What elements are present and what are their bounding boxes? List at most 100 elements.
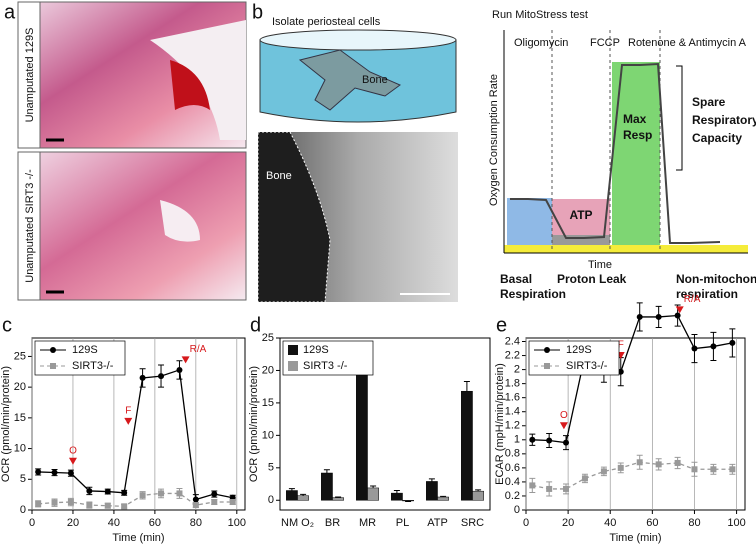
x-tick-label: SRC (461, 517, 484, 529)
point (546, 437, 553, 444)
image-label: Unamputated SIRT3 -/- (24, 169, 36, 283)
x-tick-label: 0 (523, 517, 529, 529)
bar (461, 390, 473, 501)
point (729, 466, 736, 473)
region-label: respiration (676, 287, 738, 301)
region-label: Respiration (500, 287, 566, 301)
region-label: ATP (569, 208, 592, 222)
histology-detail (160, 200, 200, 242)
region-label: Max (623, 112, 647, 126)
x-axis-label: Time (min) (112, 532, 164, 544)
point (563, 439, 570, 446)
legend-box (528, 340, 620, 376)
point (529, 436, 536, 443)
point (121, 489, 128, 496)
x-axis-label: Time (min) (609, 532, 661, 544)
step-label: Isolate periosteal cells (272, 16, 381, 28)
injection-label: F (618, 340, 624, 351)
panel-label: b (252, 1, 263, 23)
bar (356, 362, 368, 501)
point (86, 487, 93, 494)
point (546, 485, 553, 492)
point (158, 373, 165, 380)
point (674, 459, 681, 466)
error-bar (370, 485, 377, 488)
x-tick-label: 100 (727, 517, 745, 529)
legend-swatch (288, 361, 298, 371)
bone-label: Bone (362, 74, 388, 86)
x-tick-label: PL (396, 517, 409, 529)
error-bar (405, 500, 412, 503)
point (192, 502, 199, 509)
injection-label: FCCP (590, 37, 620, 49)
y-tick-label: 20 (262, 364, 274, 376)
proton-leak-region (552, 235, 610, 245)
point (674, 312, 681, 319)
point (600, 468, 607, 475)
bar (472, 490, 484, 501)
bar (321, 472, 333, 501)
histology-detail (170, 60, 210, 110)
legend-label: SIRT3-/- (566, 360, 608, 372)
y-axis-label: OCR (pmol/min/protein) (0, 366, 12, 482)
error-bar (440, 495, 447, 498)
y-axis-label: ECAR (mpH/min/protein) (494, 363, 506, 485)
y-tick-label: 0.8 (505, 448, 520, 460)
axis-label: Oxygen Consumption Rate (488, 74, 500, 206)
y-tick-label: 2 (514, 363, 520, 375)
y-tick-label: 0.4 (505, 476, 520, 488)
point (104, 502, 111, 509)
legend-label: SIRT3 -/- (303, 360, 348, 372)
injection-label: O (69, 445, 77, 456)
injection-label: R/A (684, 294, 701, 305)
y-tick-label: 1.8 (505, 378, 520, 390)
y-tick-label: 20 (14, 381, 26, 393)
region-label: Non-mitochondrial (676, 272, 756, 286)
x-tick-label: 80 (688, 517, 700, 529)
image-label: Unamputated 129S (24, 28, 36, 123)
legend-marker (50, 363, 56, 369)
error-bar (393, 490, 400, 494)
region-label: Respiratory (692, 113, 756, 127)
plot-frame (279, 337, 491, 511)
error-bar (428, 478, 435, 482)
bar (426, 481, 438, 501)
point (529, 482, 536, 489)
point (691, 345, 698, 352)
point (636, 313, 643, 320)
x-tick-label: 40 (604, 517, 616, 529)
bar (367, 487, 379, 501)
point (211, 491, 218, 498)
x-tick-label: 40 (108, 517, 120, 529)
y-tick-label: 10 (262, 429, 274, 441)
y-tick-label: 1 (514, 434, 520, 446)
y-tick-label: 0.2 (505, 490, 520, 502)
injection-label: F (125, 405, 131, 416)
point (581, 475, 588, 482)
bar (402, 500, 414, 502)
injection-label: R/A (190, 344, 207, 355)
legend-label: 129S (72, 344, 98, 356)
axis-label: Time (588, 259, 612, 271)
bar (286, 490, 298, 501)
error-bar (335, 496, 342, 498)
point (104, 488, 111, 495)
x-tick-label: 0 (29, 517, 35, 529)
injection-marker (124, 417, 133, 425)
y-tick-label: 0 (20, 504, 26, 516)
point (51, 469, 58, 476)
y-tick-label: 1.4 (505, 406, 520, 418)
legend-label: SIRT3-/- (72, 360, 114, 372)
point (176, 366, 183, 373)
point (35, 500, 42, 507)
legend-marker (544, 363, 550, 369)
series-line (38, 369, 233, 501)
x-tick-label: NM O₂ (281, 517, 314, 529)
bar (297, 495, 309, 501)
y-tick-label: 25 (262, 332, 274, 344)
baseline-band (504, 245, 748, 253)
injection-label: Oligomycin (514, 37, 568, 49)
x-tick-label: 20 (562, 517, 574, 529)
y-tick-label: 15 (262, 397, 274, 409)
error-bar (300, 493, 307, 496)
